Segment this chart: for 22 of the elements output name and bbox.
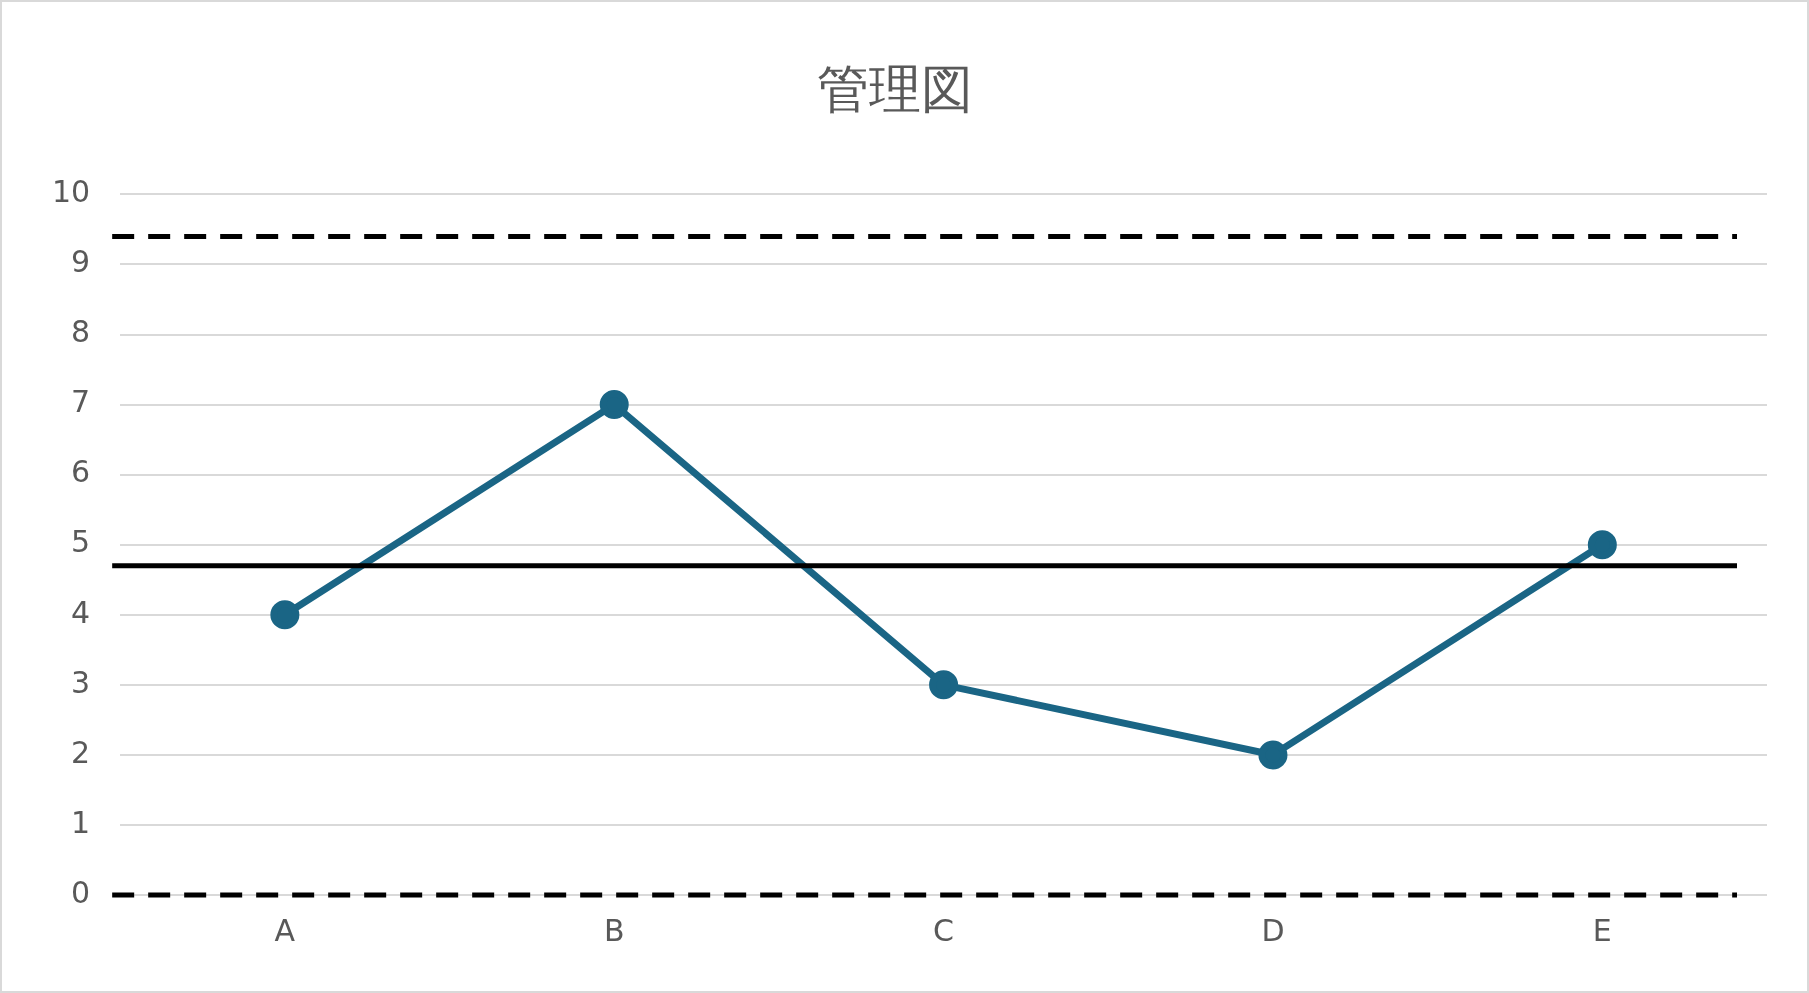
point [270, 600, 300, 630]
x-tick-label: A [274, 912, 296, 948]
point [599, 390, 629, 420]
y-tick-label: 0 [71, 874, 91, 910]
point [1587, 530, 1617, 560]
point [1258, 740, 1288, 770]
y-tick-label: 10 [51, 174, 91, 210]
y-tick-label: 1 [71, 804, 91, 840]
point [929, 670, 959, 700]
y-tick-label: 6 [71, 454, 91, 490]
y-tick-label: 3 [71, 664, 91, 700]
x-tick-label: C [933, 912, 955, 948]
x-tick-label: B [603, 912, 625, 948]
chart-title: 管理図 [816, 58, 973, 119]
y-tick-label: 4 [71, 594, 91, 630]
y-tick-label: 7 [71, 384, 91, 420]
y-tick-label: 8 [71, 314, 91, 350]
x-tick-label: E [1592, 912, 1612, 948]
y-tick-label: 9 [71, 244, 91, 280]
x-tick-label: D [1261, 912, 1285, 948]
y-tick-label: 2 [71, 734, 91, 770]
y-tick-label: 5 [71, 524, 91, 560]
